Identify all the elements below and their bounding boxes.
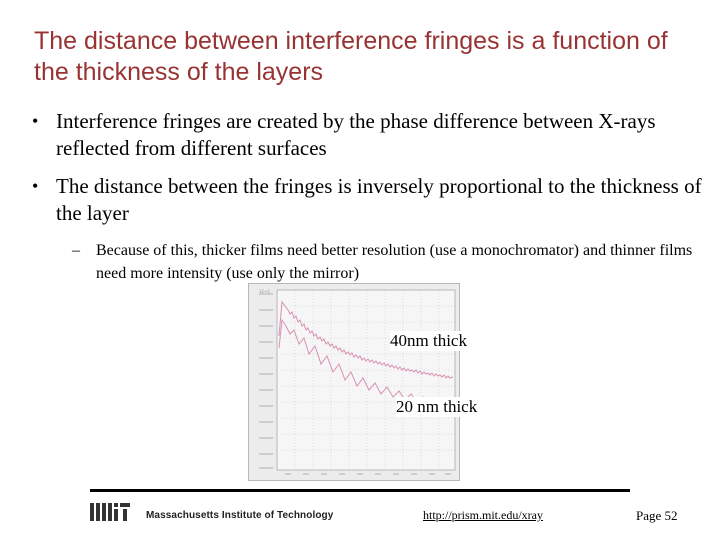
sub-bullet-text: Because of this, thicker films need bett… [96,242,693,282]
institute-name: Massachusetts Institute of Technology [146,510,334,521]
bullet-item: • The distance between the fringes is in… [30,173,710,227]
label-20nm-thick: 20 nm thick [396,397,478,417]
slide-title: The distance between interference fringe… [34,27,668,86]
bullet-text: Interference fringes are created by the … [56,109,656,160]
bullet-item: • Interference fringes are created by th… [30,108,710,162]
bullet-text: The distance between the fringes is inve… [56,174,702,225]
mit-logo-icon [90,503,130,521]
xrr-plot-graphic: 1E+0 [259,289,456,475]
footer-divider [90,489,630,492]
svg-text:1E+0: 1E+0 [259,289,270,294]
bullet-dot-icon: • [32,176,39,196]
xrr-plot-image: 1E+0 [248,283,460,481]
label-40nm-thick: 40nm thick [390,331,467,351]
sub-bullet: – Because of this, thicker films need be… [72,239,696,285]
page-number: Page 52 [636,508,678,523]
bullet-list: • Interference fringes are created by th… [30,108,710,238]
footer-url-link[interactable]: http://prism.mit.edu/xray [423,508,543,522]
dash-icon: – [72,242,80,259]
bullet-dot-icon: • [32,111,39,131]
